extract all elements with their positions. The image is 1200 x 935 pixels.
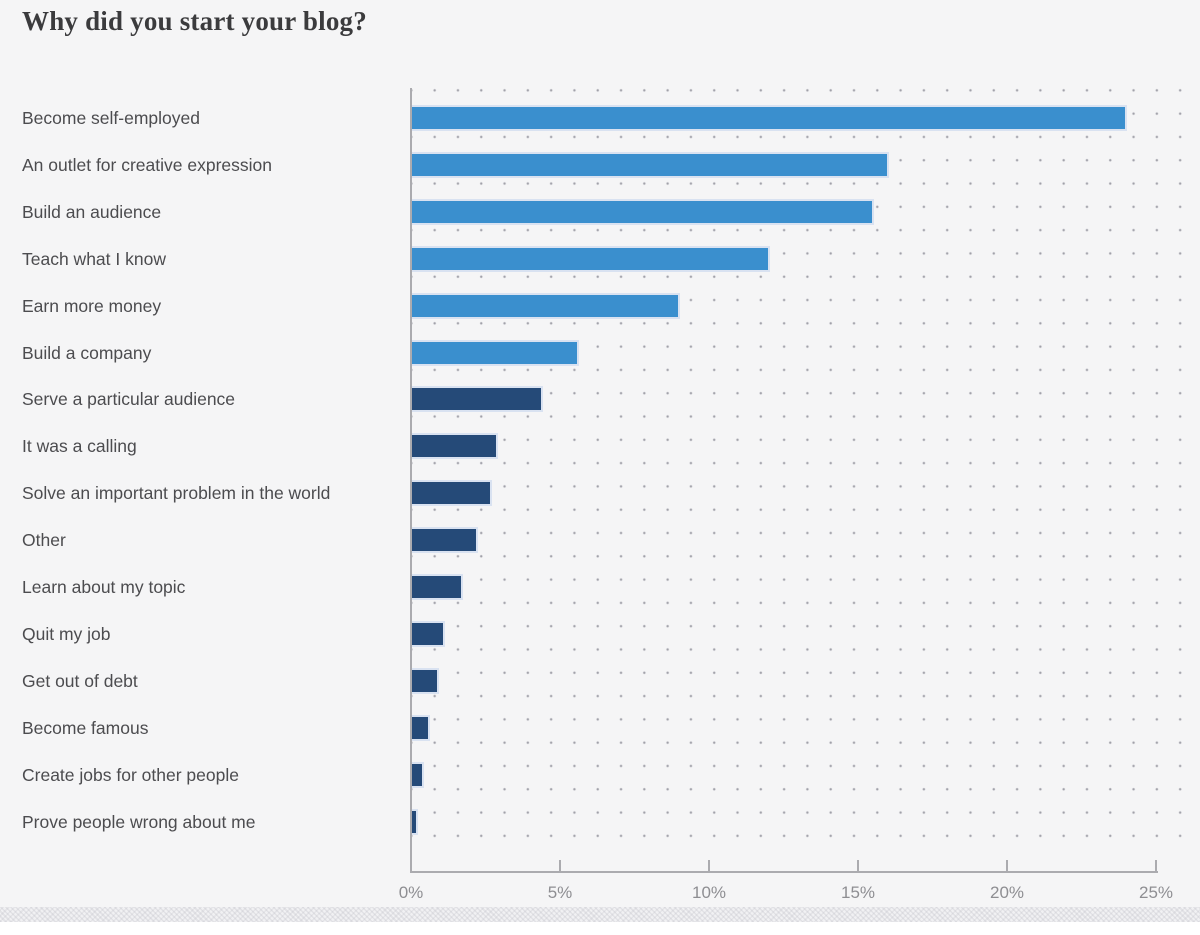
x-axis-tick [1155, 860, 1157, 871]
category-label: Create jobs for other people [22, 764, 239, 785]
category-label: Learn about my topic [22, 577, 186, 597]
category-label: Become famous [22, 717, 149, 738]
page-title: Why did you start your blog? [22, 6, 367, 36]
category-label: It was a calling [22, 436, 137, 457]
bar [412, 714, 430, 741]
category-label: Other [22, 530, 66, 551]
category-label: An outlet for creative expression [22, 154, 272, 175]
x-axis-tick-label: 15% [840, 883, 876, 902]
bar [412, 245, 770, 272]
category-label: Prove people wrong about me [22, 811, 256, 832]
category-label: Teach what I know [22, 248, 166, 269]
x-axis-tick [857, 860, 859, 871]
bottom-texture-band [0, 907, 1200, 922]
category-label: Earn more money [22, 295, 162, 316]
x-axis-tick-label: 25% [1138, 883, 1174, 902]
bar [412, 574, 463, 600]
bar [412, 620, 445, 647]
x-axis-tick-label: 5% [547, 883, 573, 902]
category-label: Quit my job [22, 623, 111, 644]
bar [412, 339, 579, 366]
bar [412, 433, 499, 460]
category-label: Serve a particular audience [22, 389, 236, 410]
x-axis-tick-label: 20% [989, 883, 1025, 902]
x-axis-tick-label: 10% [691, 883, 727, 902]
bar [412, 480, 493, 507]
bar [412, 808, 418, 835]
bar [412, 667, 439, 694]
category-label: Solve an important problem in the world [22, 483, 331, 504]
x-axis-tick [559, 860, 561, 871]
bar [412, 761, 424, 788]
bar [412, 527, 478, 554]
x-axis-line [410, 871, 1158, 873]
category-label: Build an audience [22, 201, 162, 222]
bar [412, 386, 544, 413]
bottom-white-strip [0, 922, 1200, 935]
x-axis-tick-label: 0% [398, 883, 424, 902]
bar [412, 105, 1128, 131]
x-axis-tick [1006, 860, 1008, 871]
bar [412, 151, 889, 178]
bar [412, 292, 681, 319]
category-label: Build a company [22, 342, 152, 363]
y-axis-line [410, 88, 412, 873]
category-label: Get out of debt [22, 670, 138, 691]
bar [412, 198, 874, 225]
x-axis-tick [708, 860, 710, 871]
category-label: Become self-employed [22, 108, 200, 128]
